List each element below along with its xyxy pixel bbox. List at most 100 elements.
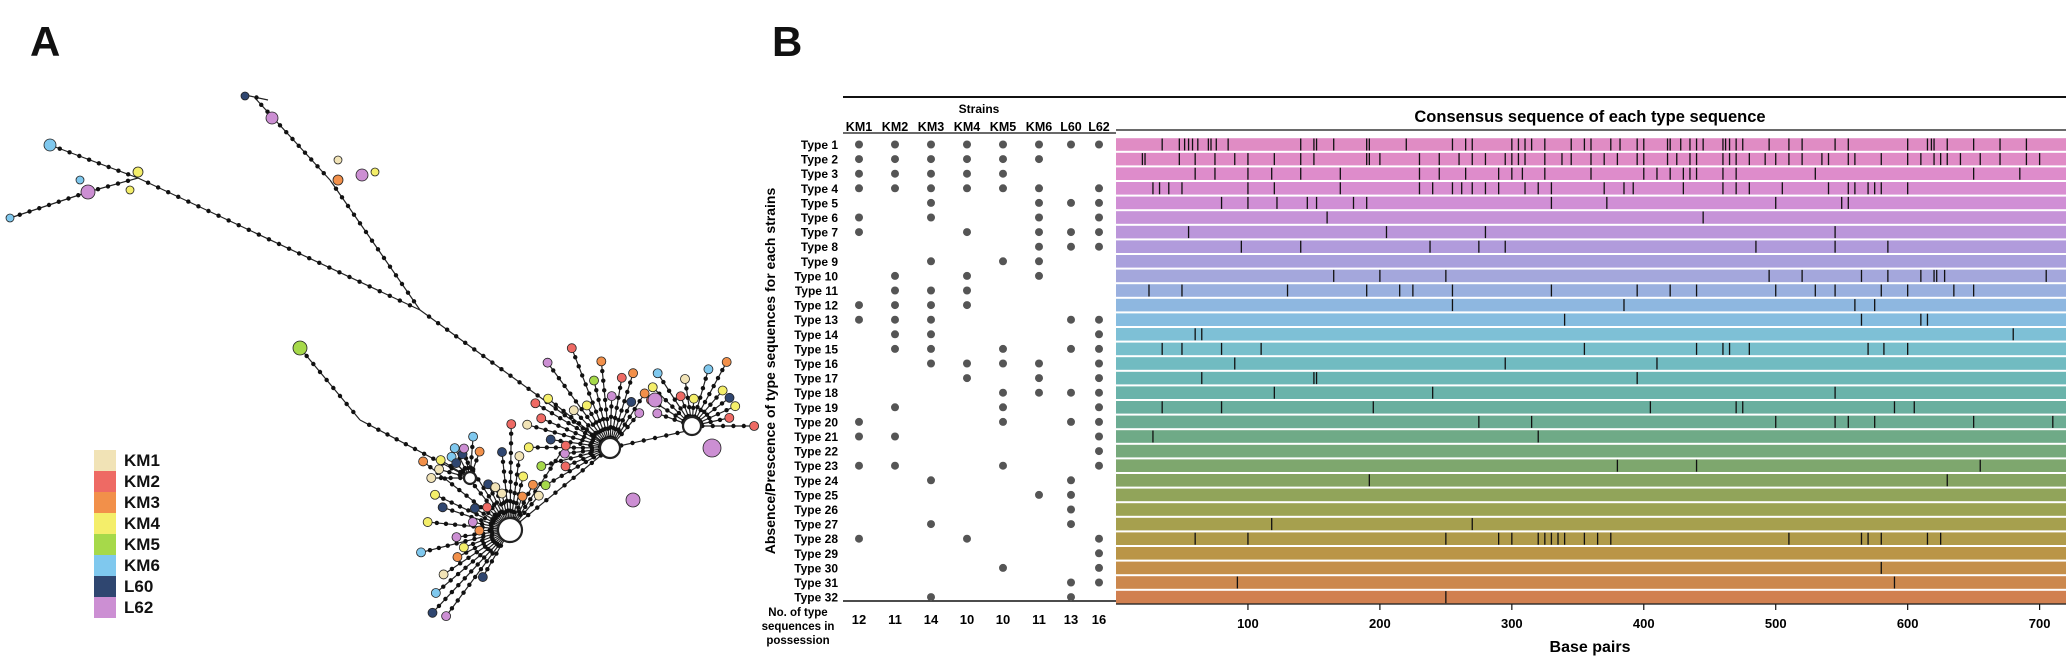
presence-dot bbox=[855, 301, 863, 310]
type-label: Type 27 bbox=[794, 518, 838, 532]
consensus-bar bbox=[1116, 561, 2066, 575]
consensus-bar bbox=[1116, 240, 2066, 253]
haplotype-node bbox=[536, 461, 547, 471]
haplotype-node bbox=[355, 168, 369, 182]
intermediate-node bbox=[465, 460, 470, 465]
presence-dot bbox=[999, 169, 1007, 178]
count-value: 12 bbox=[852, 612, 866, 627]
haplotype-node bbox=[581, 400, 592, 411]
intermediate-node bbox=[347, 274, 352, 280]
presence-dot bbox=[1095, 578, 1103, 587]
haplotype-node bbox=[652, 408, 663, 419]
presence-dot bbox=[855, 213, 863, 222]
type-label: Type 8 bbox=[801, 240, 838, 254]
intermediate-node bbox=[27, 209, 32, 214]
intermediate-node bbox=[566, 420, 571, 426]
count-value: 16 bbox=[1092, 612, 1106, 627]
intermediate-node bbox=[687, 404, 692, 410]
haplotype-node bbox=[80, 184, 96, 200]
strain-header: KM3 bbox=[918, 120, 944, 134]
presence-dot bbox=[999, 344, 1007, 353]
presence-dot bbox=[1067, 476, 1075, 485]
consensus-bar bbox=[1116, 590, 2066, 604]
consensus-bar bbox=[1116, 386, 2066, 399]
presence-dot bbox=[1035, 198, 1043, 207]
intermediate-node bbox=[76, 193, 81, 198]
haplotype-node bbox=[370, 167, 380, 177]
intermediate-node bbox=[698, 395, 703, 400]
type-label: Type 7 bbox=[801, 226, 838, 240]
intermediate-node bbox=[478, 491, 483, 496]
intermediate-node bbox=[478, 552, 483, 558]
presence-dot bbox=[927, 593, 935, 602]
presence-dot bbox=[1067, 593, 1075, 602]
intermediate-node bbox=[366, 422, 372, 428]
presence-dot bbox=[927, 184, 935, 193]
legend-item-l62: L62 bbox=[94, 597, 160, 618]
type-label: Type 18 bbox=[794, 386, 838, 400]
intermediate-node bbox=[502, 479, 508, 484]
haplotype-node bbox=[598, 436, 622, 460]
intermediate-node bbox=[277, 123, 283, 128]
intermediate-node bbox=[522, 510, 527, 516]
y-axis-label: Absence/Prescence of type sequences for … bbox=[762, 188, 778, 555]
presence-dot bbox=[891, 271, 899, 280]
intermediate-node bbox=[714, 395, 719, 400]
intermediate-node bbox=[500, 459, 506, 465]
presence-dot bbox=[1095, 374, 1103, 383]
intermediate-node bbox=[720, 423, 726, 429]
type-label: Type 20 bbox=[794, 415, 838, 429]
haplotype-node bbox=[75, 175, 85, 185]
intermediate-node bbox=[528, 497, 533, 502]
intermediate-node bbox=[675, 430, 680, 436]
intermediate-node bbox=[568, 456, 573, 461]
intermediate-node bbox=[449, 606, 455, 611]
presence-dot bbox=[1067, 417, 1075, 426]
haplotype-node bbox=[333, 155, 343, 165]
intermediate-node bbox=[470, 541, 476, 547]
presence-dot bbox=[855, 417, 863, 426]
intermediate-node bbox=[720, 367, 725, 373]
intermediate-node bbox=[86, 157, 92, 162]
intermediate-node bbox=[670, 404, 675, 409]
intermediate-node bbox=[450, 508, 455, 513]
intermediate-node bbox=[126, 172, 131, 177]
intermediate-node bbox=[535, 505, 540, 510]
intermediate-node bbox=[387, 264, 393, 269]
intermediate-node bbox=[702, 399, 708, 405]
intermediate-node bbox=[609, 404, 614, 409]
presence-dot bbox=[963, 184, 971, 193]
presence-dot bbox=[1067, 228, 1075, 237]
intermediate-node bbox=[296, 251, 302, 256]
consensus-bar bbox=[1116, 503, 2066, 516]
intermediate-node bbox=[534, 425, 539, 430]
type-label: Type 22 bbox=[794, 445, 838, 459]
consensus-bar bbox=[1116, 182, 2066, 195]
intermediate-node bbox=[484, 559, 489, 564]
intermediate-node bbox=[631, 417, 636, 423]
intermediate-node bbox=[570, 435, 576, 440]
legend-label: L62 bbox=[124, 597, 154, 617]
intermediate-node bbox=[553, 402, 558, 407]
intermediate-node bbox=[516, 463, 521, 468]
intermediate-node bbox=[600, 368, 605, 374]
intermediate-node bbox=[462, 465, 468, 471]
haplotype-node bbox=[680, 374, 690, 384]
intermediate-node bbox=[494, 551, 499, 556]
consensus-bar bbox=[1116, 298, 2066, 312]
haplotype-node bbox=[477, 572, 488, 582]
type-label: Type 31 bbox=[794, 576, 838, 590]
intermediate-node bbox=[478, 504, 484, 510]
intermediate-node bbox=[535, 393, 540, 398]
x-tick-label: 300 bbox=[1501, 616, 1523, 631]
haplotype-node bbox=[482, 502, 493, 513]
intermediate-node bbox=[449, 500, 454, 505]
intermediate-node bbox=[556, 423, 561, 428]
presence-dot bbox=[927, 315, 935, 324]
presence-dot bbox=[963, 374, 971, 383]
intermediate-node bbox=[512, 490, 517, 496]
type-label: Type 26 bbox=[794, 503, 838, 517]
presence-dot bbox=[999, 388, 1007, 397]
intermediate-node bbox=[614, 405, 619, 411]
consensus-title: Consensus sequence of each type sequence bbox=[1414, 108, 1765, 126]
